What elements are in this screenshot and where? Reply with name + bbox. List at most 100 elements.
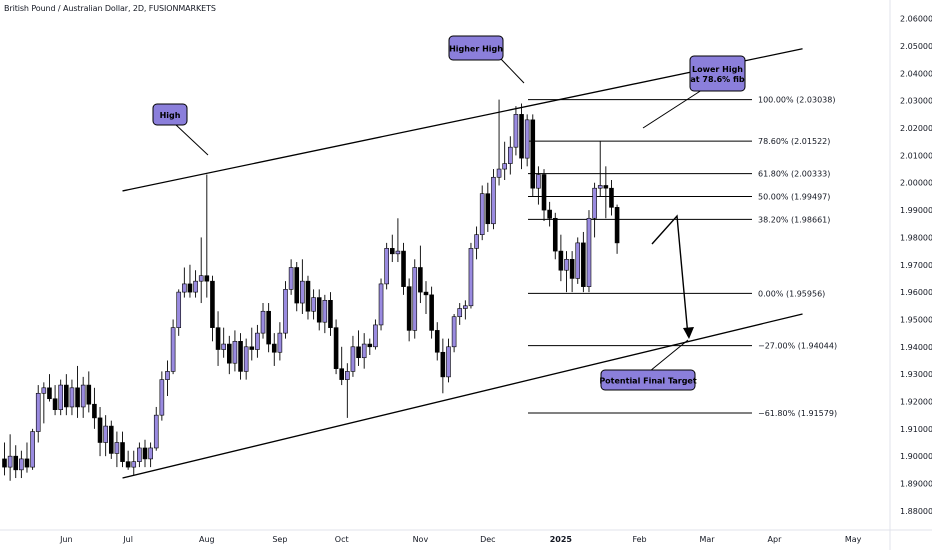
bullish-candle[interactable] [260, 303, 266, 339]
bullish-candle[interactable] [300, 259, 305, 314]
bearish-candle[interactable] [249, 327, 255, 361]
bearish-candle[interactable] [271, 333, 277, 366]
bearish-candle[interactable] [423, 281, 429, 314]
bearish-candle[interactable] [24, 442, 30, 473]
bearish-candle[interactable] [530, 114, 536, 197]
bullish-candle[interactable] [395, 218, 401, 263]
bearish-candle[interactable] [227, 335, 232, 375]
bearish-candle[interactable] [328, 292, 333, 336]
callout-potential-final-target[interactable]: Potential Final Target [599, 339, 697, 391]
bullish-candle[interactable] [255, 324, 260, 358]
bullish-candle[interactable] [277, 322, 283, 361]
bullish-candle[interactable] [586, 210, 592, 293]
bearish-candle[interactable] [294, 262, 300, 312]
bearish-candle[interactable] [558, 234, 564, 282]
bearish-candle[interactable] [238, 333, 243, 380]
bearish-candle[interactable] [333, 319, 339, 375]
bullish-candle[interactable] [193, 270, 198, 298]
bullish-candle[interactable] [182, 267, 187, 298]
bullish-candle[interactable] [131, 450, 137, 476]
bullish-candle[interactable] [69, 379, 75, 416]
bearish-candle[interactable] [367, 338, 373, 355]
bullish-candle[interactable] [7, 434, 13, 481]
bullish-candle[interactable] [350, 335, 356, 377]
bullish-candle[interactable] [58, 379, 64, 416]
bullish-candle[interactable] [575, 237, 581, 284]
bullish-candle[interactable] [35, 385, 41, 443]
callout-higher-high[interactable]: Higher High [448, 35, 525, 84]
callout-high[interactable]: High [152, 103, 209, 156]
bearish-candle[interactable] [356, 330, 361, 366]
bearish-candle[interactable] [316, 289, 322, 331]
bearish-candle[interactable] [47, 374, 52, 402]
bearish-candle[interactable] [434, 322, 440, 361]
bearish-candle[interactable] [125, 450, 131, 470]
bullish-candle[interactable] [496, 99, 502, 186]
bullish-candle[interactable] [159, 371, 165, 421]
bearish-candle[interactable] [519, 103, 524, 170]
channel-lower-line[interactable] [122, 313, 803, 479]
bullish-candle[interactable] [378, 278, 384, 331]
bearish-candle[interactable] [142, 439, 148, 468]
bullish-candle[interactable] [463, 300, 468, 320]
bearish-candle[interactable] [13, 445, 19, 479]
bullish-candle[interactable] [446, 338, 451, 383]
bullish-candle[interactable] [283, 281, 288, 339]
bearish-candle[interactable] [187, 264, 193, 298]
bearish-candle[interactable] [418, 245, 423, 304]
bearish-candle[interactable] [97, 406, 103, 457]
bullish-candle[interactable] [148, 442, 153, 468]
bullish-candle[interactable] [19, 450, 24, 479]
bullish-candle[interactable] [457, 303, 463, 325]
bearish-candle[interactable] [52, 385, 58, 416]
bearish-candle[interactable] [429, 286, 434, 339]
bearish-candle[interactable] [339, 346, 345, 386]
bearish-candle[interactable] [266, 303, 271, 353]
bearish-candle[interactable] [215, 311, 221, 366]
bullish-candle[interactable] [176, 289, 182, 336]
bullish-candle[interactable] [524, 114, 530, 167]
bullish-candle[interactable] [311, 289, 316, 320]
bearish-candle[interactable] [440, 338, 446, 394]
bullish-candle[interactable] [502, 141, 507, 180]
bullish-candle[interactable] [507, 136, 513, 175]
bullish-candle[interactable] [170, 319, 176, 375]
bullish-candle[interactable] [451, 313, 457, 353]
bearish-candle[interactable] [406, 278, 412, 342]
bullish-candle[interactable] [137, 442, 142, 468]
bearish-candle[interactable] [581, 231, 586, 293]
bullish-candle[interactable] [468, 242, 474, 309]
channel-upper-line[interactable] [122, 48, 803, 192]
bearish-candle[interactable] [210, 275, 215, 342]
bullish-candle[interactable] [153, 406, 159, 451]
bearish-candle[interactable] [547, 201, 552, 227]
bullish-candle[interactable] [597, 141, 603, 197]
bearish-candle[interactable] [552, 212, 558, 260]
bullish-candle[interactable] [361, 333, 367, 369]
bearish-candle[interactable] [485, 182, 491, 232]
bearish-candle[interactable] [305, 275, 311, 320]
bearish-candle[interactable] [401, 242, 406, 295]
bullish-candle[interactable] [491, 169, 496, 230]
bullish-candle[interactable] [322, 294, 328, 334]
bearish-candle[interactable] [603, 166, 609, 219]
bearish-candle[interactable] [64, 374, 69, 416]
bearish-candle[interactable] [120, 431, 125, 468]
bearish-candle[interactable] [75, 365, 80, 418]
bullish-candle[interactable] [114, 431, 120, 468]
bullish-candle[interactable] [165, 360, 170, 397]
bullish-candle[interactable] [221, 327, 226, 358]
bullish-candle[interactable] [288, 259, 294, 295]
bearish-candle[interactable] [86, 371, 92, 413]
bullish-candle[interactable] [80, 376, 86, 418]
bearish-candle[interactable] [92, 387, 97, 429]
bearish-candle[interactable] [108, 420, 114, 459]
bearish-candle[interactable] [609, 180, 614, 216]
bullish-candle[interactable] [592, 182, 597, 238]
bullish-candle[interactable] [30, 428, 35, 470]
bullish-candle[interactable] [536, 166, 541, 205]
bearish-candle[interactable] [204, 174, 210, 298]
bearish-candle[interactable] [2, 442, 7, 476]
bullish-candle[interactable] [345, 363, 350, 418]
